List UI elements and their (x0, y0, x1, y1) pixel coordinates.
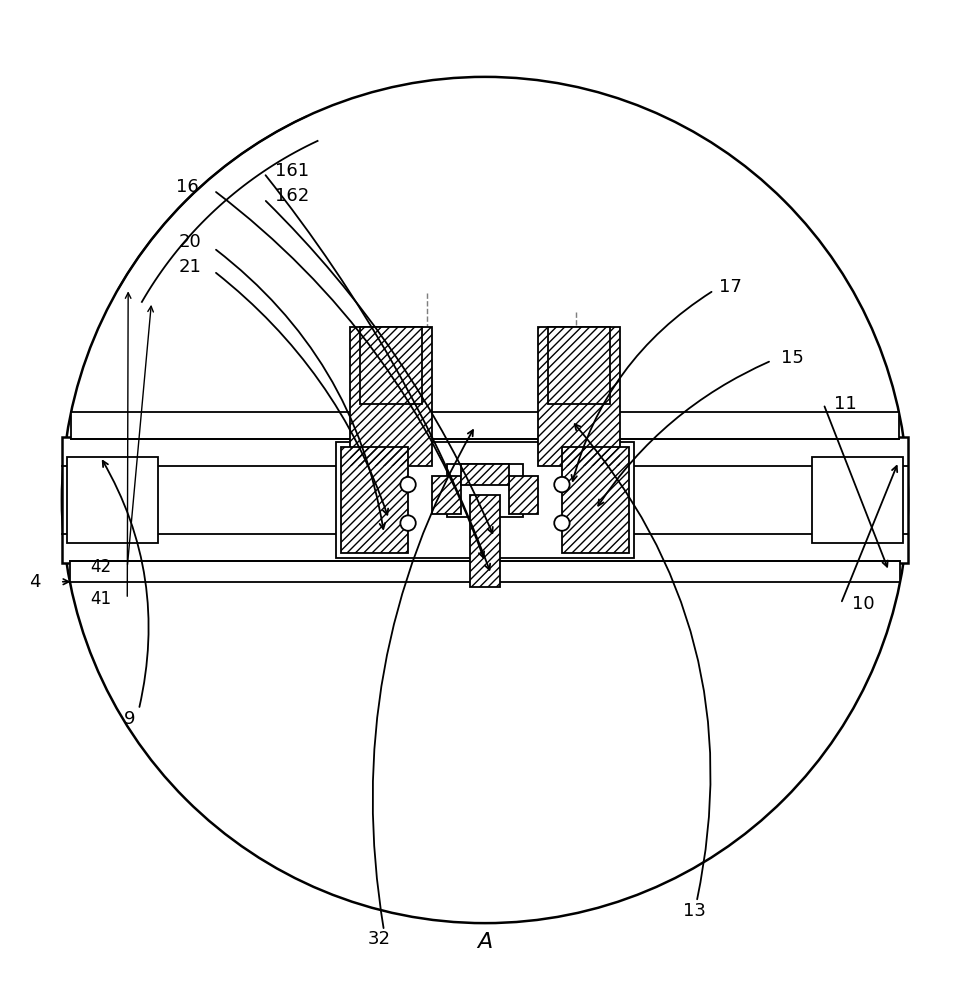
Bar (335, 442, 634, 558)
Bar (469, 495, 500, 587)
Text: 161: 161 (275, 162, 309, 180)
Circle shape (553, 477, 569, 492)
Bar (350, 327, 431, 466)
Polygon shape (561, 447, 629, 553)
Bar (67, 457, 158, 543)
Bar (547, 327, 610, 404)
Bar (359, 327, 422, 404)
Text: 21: 21 (178, 258, 202, 276)
Text: 11: 11 (833, 395, 856, 413)
Text: 20: 20 (178, 233, 202, 251)
Text: 17: 17 (718, 278, 740, 296)
Text: A: A (477, 932, 492, 952)
Circle shape (553, 515, 569, 531)
Text: 9: 9 (123, 710, 135, 728)
Text: 13: 13 (682, 902, 705, 920)
Text: 4: 4 (29, 573, 41, 591)
Bar (509, 476, 538, 514)
Bar (547, 327, 610, 404)
Text: 10: 10 (852, 595, 874, 613)
Text: 16: 16 (175, 178, 199, 196)
Bar (460, 464, 509, 485)
Text: 15: 15 (780, 349, 803, 367)
Bar (446, 464, 523, 517)
Circle shape (400, 515, 416, 531)
Text: 41: 41 (90, 590, 110, 608)
Bar (469, 495, 500, 587)
Bar (538, 327, 619, 466)
Text: 162: 162 (275, 187, 309, 205)
Text: 32: 32 (367, 930, 391, 948)
Bar (460, 464, 509, 485)
Bar (71, 412, 898, 439)
Bar (538, 327, 619, 466)
Bar (62, 437, 907, 563)
Text: 42: 42 (90, 558, 110, 576)
Bar (359, 327, 422, 404)
Bar (431, 476, 460, 514)
Circle shape (400, 477, 416, 492)
Bar (431, 476, 460, 514)
Bar (811, 457, 902, 543)
Bar (509, 476, 538, 514)
Polygon shape (340, 447, 408, 553)
Bar (70, 561, 899, 582)
Bar (350, 327, 431, 466)
